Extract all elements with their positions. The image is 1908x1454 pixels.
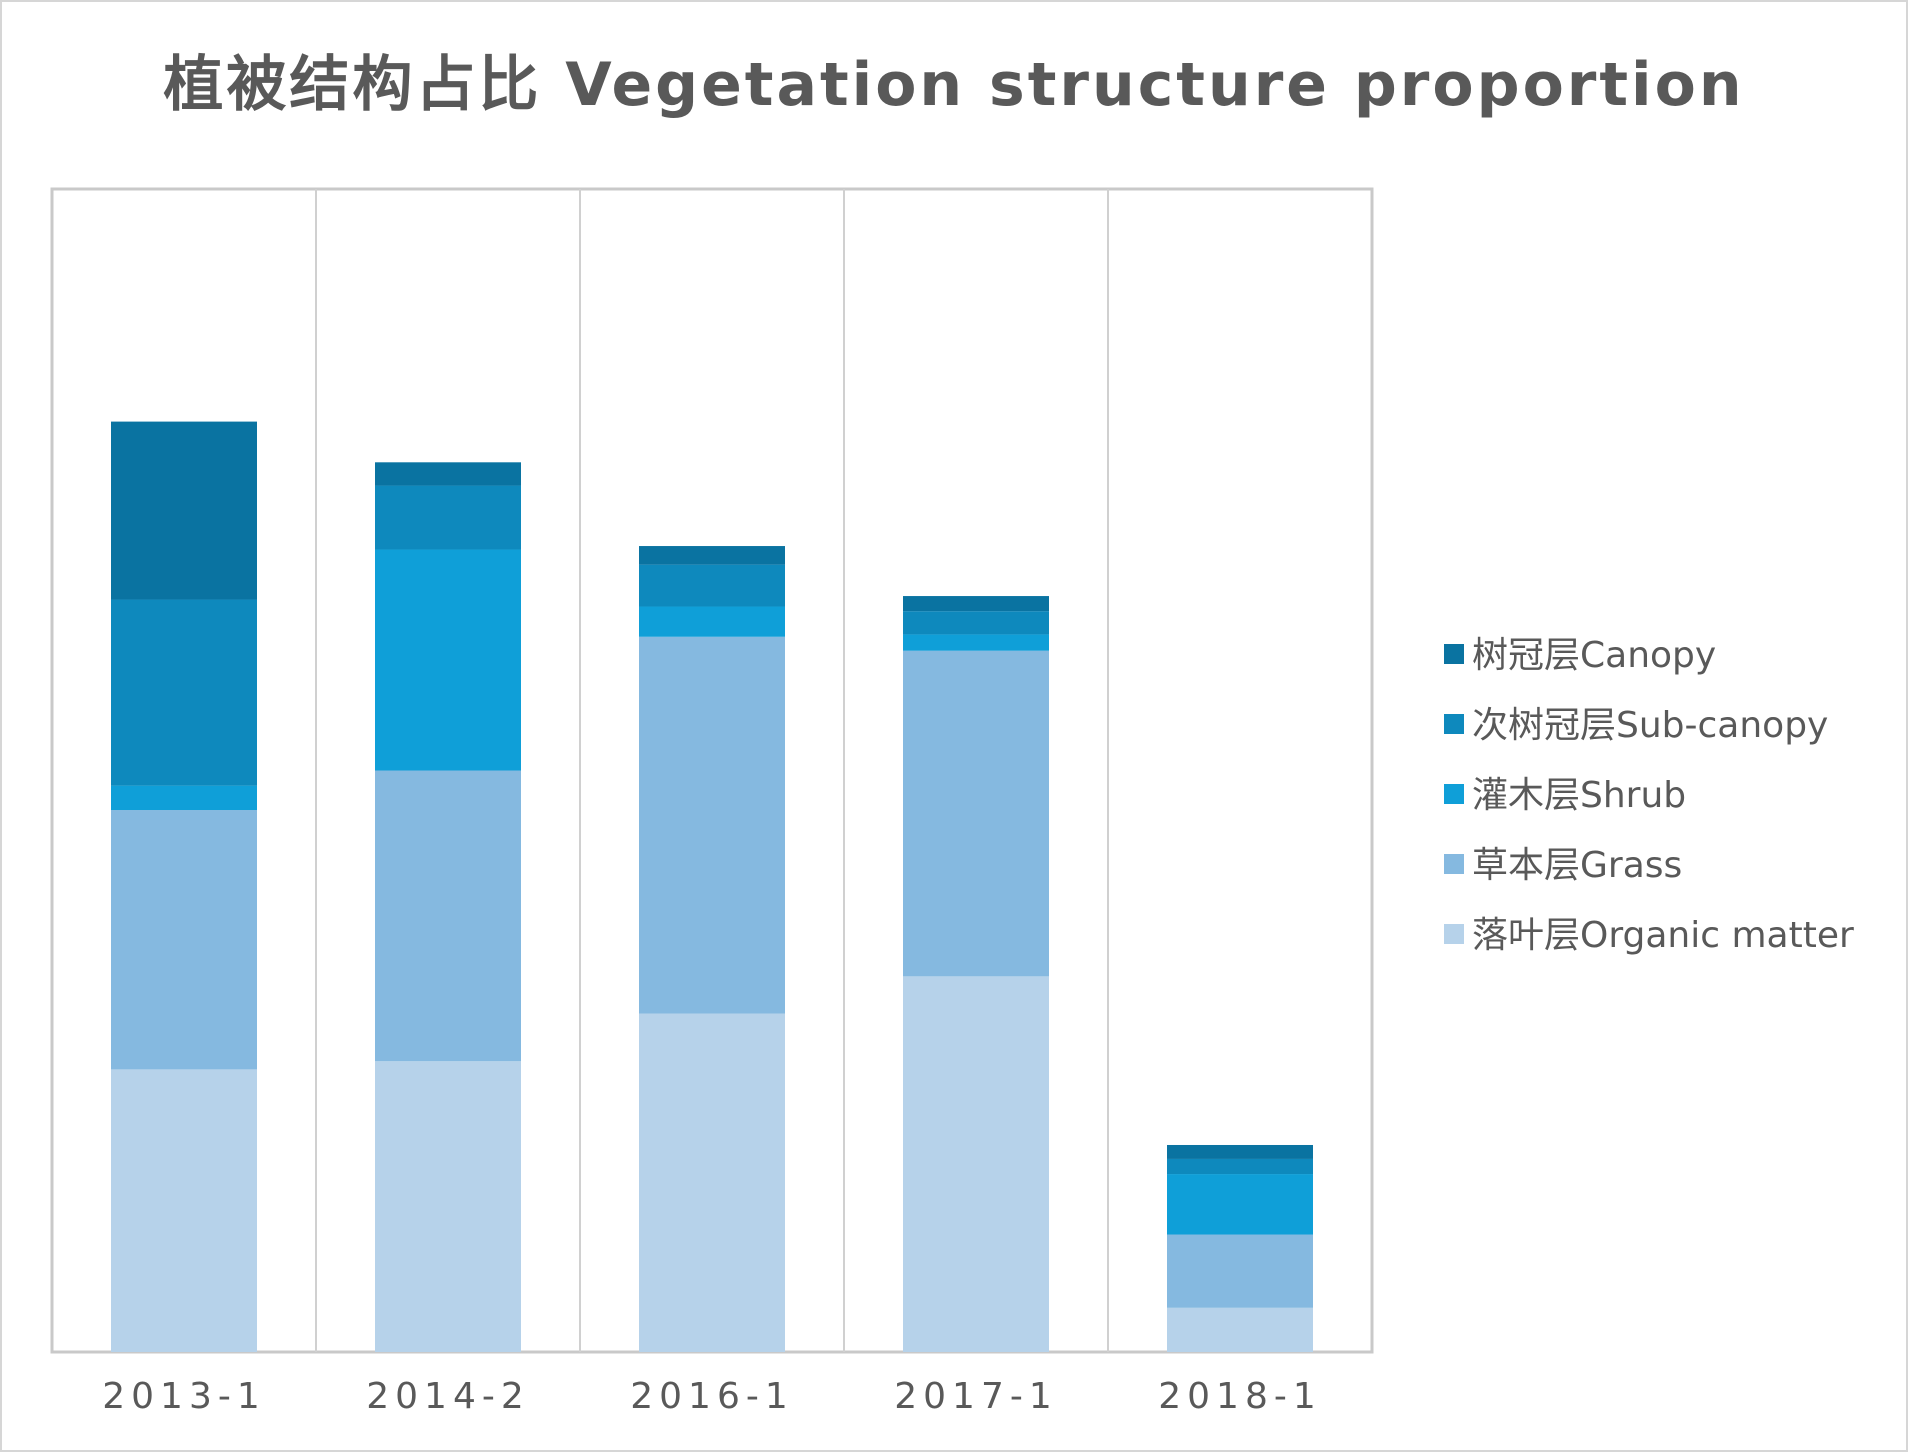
- bar-segment-2014-2-shrub: [375, 549, 521, 771]
- legend-swatch: [1444, 924, 1464, 944]
- bar-segment-2017-1-grass: [903, 650, 1049, 977]
- legend-label: 落叶层Organic matter: [1472, 915, 1854, 956]
- bar-segment-2016-1-shrub: [639, 606, 785, 637]
- bar-segment-2018-1-organic-matter: [1167, 1307, 1313, 1352]
- bar-segment-2014-2-sub-canopy: [375, 485, 521, 550]
- bar-segment-2018-1-sub-canopy: [1167, 1158, 1313, 1175]
- bar-segment-2013-1-organic-matter: [111, 1069, 257, 1352]
- bar-segment-2016-1-organic-matter: [639, 1013, 785, 1352]
- legend-swatch: [1444, 644, 1464, 664]
- bar-segment-2016-1-sub-canopy: [639, 564, 785, 607]
- legend: 树冠层Canopy 次树冠层Sub-canopy 灌木层Shrub 草本层Grass 落…: [1444, 635, 1854, 956]
- chart-title: 植被结构占比 Vegetation structure proportion: [163, 50, 1744, 120]
- x-tick-label: 2017-1: [894, 1376, 1058, 1417]
- legend-label: 草本层Grass: [1472, 845, 1682, 886]
- bar-segment-2014-2-canopy: [375, 462, 521, 486]
- legend-label: 次树冠层Sub-canopy: [1472, 705, 1828, 746]
- bar-segment-2018-1-grass: [1167, 1234, 1313, 1308]
- bar-segment-2013-1-canopy: [111, 421, 257, 600]
- bar-segment-2017-1-sub-canopy: [903, 611, 1049, 635]
- bar-segment-2017-1-shrub: [903, 634, 1049, 651]
- legend-swatch: [1444, 854, 1464, 874]
- legend-swatch: [1444, 714, 1464, 734]
- bar-segment-2013-1-grass: [111, 810, 257, 1070]
- x-tick-label: 2018-1: [1158, 1376, 1322, 1417]
- bar-segment-2016-1-canopy: [639, 546, 785, 565]
- bars: [111, 421, 1313, 1352]
- x-axis: 2013-1 2014-2 2016-1 2017-1 2018-1: [102, 1376, 1322, 1417]
- bar-segment-2013-1-sub-canopy: [111, 599, 257, 786]
- bar-segment-2017-1-organic-matter: [903, 976, 1049, 1352]
- bar-segment-2016-1-grass: [639, 636, 785, 1014]
- bar-segment-2017-1-canopy: [903, 596, 1049, 612]
- bar-segment-2014-2-grass: [375, 770, 521, 1062]
- x-tick-label: 2016-1: [630, 1376, 794, 1417]
- bar-segment-2018-1-shrub: [1167, 1174, 1313, 1235]
- legend-swatch: [1444, 784, 1464, 804]
- bar-segment-2014-2-organic-matter: [375, 1061, 521, 1352]
- legend-label: 灌木层Shrub: [1472, 775, 1686, 816]
- legend-label: 树冠层Canopy: [1472, 635, 1716, 676]
- x-tick-label: 2014-2: [366, 1376, 530, 1417]
- x-tick-label: 2013-1: [102, 1376, 266, 1417]
- bar-segment-2018-1-canopy: [1167, 1144, 1313, 1159]
- bar-segment-2013-1-shrub: [111, 785, 257, 811]
